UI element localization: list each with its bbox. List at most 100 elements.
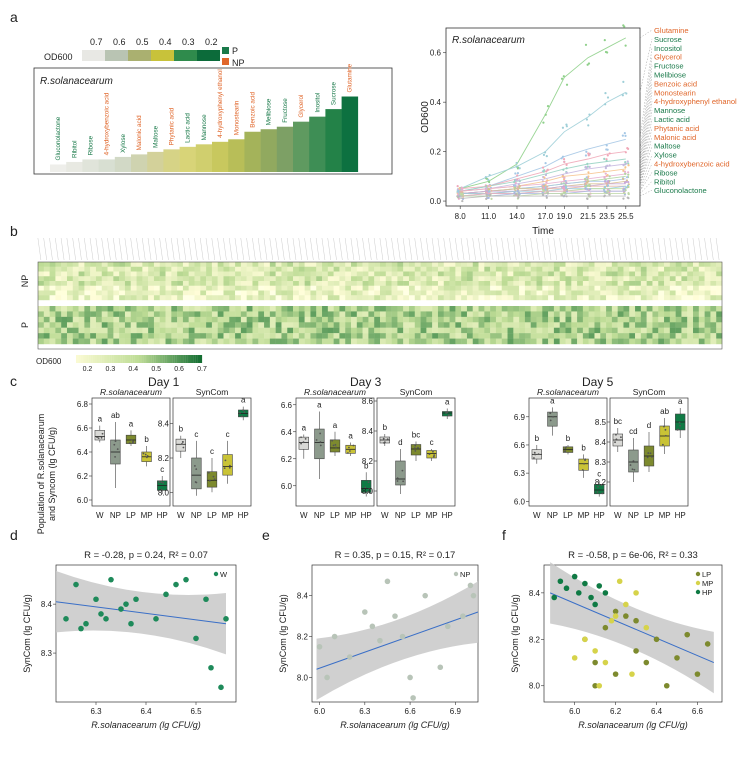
heatmap-cell (542, 316, 549, 323)
heatmap-cell (61, 285, 68, 291)
column-label-mark (373, 237, 378, 261)
jitter-point (114, 455, 116, 458)
heatmap-cell (130, 262, 137, 267)
significance-letter: a (348, 432, 353, 441)
category-label: Gluconolactone (55, 116, 62, 160)
heatmap-cell (693, 266, 700, 272)
heatmap-cell (478, 290, 485, 296)
heatmap-cell (484, 266, 491, 272)
row-label: P (20, 322, 30, 328)
data-point (622, 80, 625, 83)
heatmap-cell (455, 306, 462, 312)
heatmap-cell (617, 262, 624, 267)
heatmap-cell (461, 271, 468, 277)
heatmap-cell (681, 262, 688, 267)
heatmap-cell (635, 285, 642, 291)
data-point (516, 174, 519, 177)
heatmap-cell (716, 306, 723, 312)
heatmap-cell (675, 276, 682, 282)
heatmap-cell (693, 295, 700, 301)
heatmap-cell (130, 338, 137, 345)
significance-letter: d (398, 438, 402, 447)
heatmap-cell (281, 327, 288, 334)
leader-line (639, 101, 653, 177)
heatmap-cell (298, 266, 305, 272)
heatmap-cell (182, 290, 189, 296)
heatmap-cell (72, 306, 79, 312)
heatmap-cell (368, 276, 375, 282)
heatmap-cell (362, 333, 369, 339)
heatmap-cell (113, 322, 120, 328)
heatmap-cell (61, 338, 68, 345)
heatmap-cell (38, 306, 44, 312)
heatmap-cell (635, 316, 642, 323)
heatmap-cell (582, 338, 589, 345)
heatmap-cell (652, 290, 659, 296)
heatmap-cell (513, 311, 520, 318)
box (426, 450, 437, 459)
heatmap-cell (124, 322, 131, 328)
heatmap-cell (298, 271, 305, 277)
data-point (369, 623, 376, 630)
jitter-point (364, 486, 367, 489)
heatmap-cell (495, 290, 502, 296)
heatmap-cell (246, 266, 253, 272)
column-label-mark (518, 237, 523, 261)
heatmap-cell (159, 338, 166, 345)
heatmap-cell (640, 262, 647, 267)
heatmap-cell (664, 262, 671, 267)
x-tick-label: 6.6 (405, 707, 417, 716)
heatmap-cell (536, 316, 543, 323)
y-tick-label: 6.4 (77, 448, 89, 457)
heatmap-cell (84, 333, 91, 339)
heatmap-cell (588, 322, 595, 328)
heatmap-cell (640, 271, 647, 277)
legend-gradient (191, 355, 194, 363)
heatmap-cell (466, 322, 473, 328)
heatmap-cell (374, 262, 381, 267)
heatmap-cell (374, 311, 381, 318)
heatmap-cell (617, 290, 624, 296)
heatmap-cell (200, 338, 207, 345)
heatmap-cell (472, 327, 479, 334)
heatmap-cell (461, 338, 468, 345)
column-label-mark (507, 237, 511, 261)
heatmap-cell (124, 338, 131, 345)
legend-label: NP (460, 570, 470, 579)
heatmap-cell (333, 276, 340, 282)
heatmap-cell (252, 271, 259, 277)
heatmap-cell (165, 316, 172, 323)
heatmap-cell (223, 285, 230, 291)
heatmap-cell (490, 281, 497, 286)
heatmap-cell (293, 311, 300, 318)
heatmap-cell (246, 290, 253, 296)
heatmap-cell (159, 306, 166, 312)
heatmap-cell (426, 333, 433, 339)
heatmap-cell (426, 266, 433, 272)
heatmap-cell (171, 338, 178, 345)
heatmap-cell (652, 327, 659, 334)
heatmap-cell (217, 285, 224, 291)
data-point (103, 616, 109, 622)
heatmap-cell (49, 311, 56, 318)
heatmap-cell (252, 276, 259, 282)
data-point (562, 185, 565, 188)
data-point (608, 193, 611, 196)
heatmap-cell (304, 276, 311, 282)
heatmap-cell (611, 316, 618, 323)
heatmap-cell (629, 281, 636, 286)
heatmap-cell (165, 327, 172, 334)
heatmap-cell (403, 266, 410, 272)
heatmap-cell (472, 262, 479, 267)
heatmap-cell (600, 316, 607, 323)
data-point (587, 152, 590, 155)
heatmap-cell (542, 311, 549, 318)
heatmap-cell (495, 316, 502, 323)
heatmap-cell (374, 295, 381, 301)
series-line (460, 158, 626, 192)
heatmap-cell (704, 290, 711, 296)
jitter-point (160, 488, 163, 491)
heatmap-cell (519, 281, 526, 286)
heatmap-cell (304, 281, 311, 286)
heatmap-cell (246, 276, 253, 282)
